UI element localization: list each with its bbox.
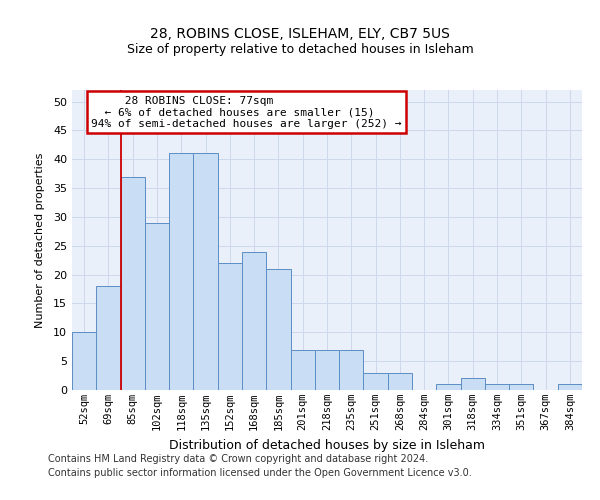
Text: 28 ROBINS CLOSE: 77sqm
  ← 6% of detached houses are smaller (15)
94% of semi-de: 28 ROBINS CLOSE: 77sqm ← 6% of detached … [91, 96, 402, 129]
Bar [558, 384, 582, 390]
Bar [72, 332, 96, 390]
Bar [96, 286, 121, 390]
Text: Contains public sector information licensed under the Open Government Licence v3: Contains public sector information licen… [48, 468, 472, 478]
Bar [339, 350, 364, 390]
Bar [509, 384, 533, 390]
Bar [364, 372, 388, 390]
Bar [145, 222, 169, 390]
Bar [218, 263, 242, 390]
Bar [461, 378, 485, 390]
Bar [169, 154, 193, 390]
Bar [290, 350, 315, 390]
Bar [485, 384, 509, 390]
Text: Size of property relative to detached houses in Isleham: Size of property relative to detached ho… [127, 42, 473, 56]
Bar [315, 350, 339, 390]
Y-axis label: Number of detached properties: Number of detached properties [35, 152, 44, 328]
X-axis label: Distribution of detached houses by size in Isleham: Distribution of detached houses by size … [169, 438, 485, 452]
Bar [121, 176, 145, 390]
Text: 28, ROBINS CLOSE, ISLEHAM, ELY, CB7 5US: 28, ROBINS CLOSE, ISLEHAM, ELY, CB7 5US [150, 28, 450, 42]
Bar [388, 372, 412, 390]
Bar [436, 384, 461, 390]
Bar [266, 269, 290, 390]
Bar [193, 154, 218, 390]
Text: Contains HM Land Registry data © Crown copyright and database right 2024.: Contains HM Land Registry data © Crown c… [48, 454, 428, 464]
Bar [242, 252, 266, 390]
